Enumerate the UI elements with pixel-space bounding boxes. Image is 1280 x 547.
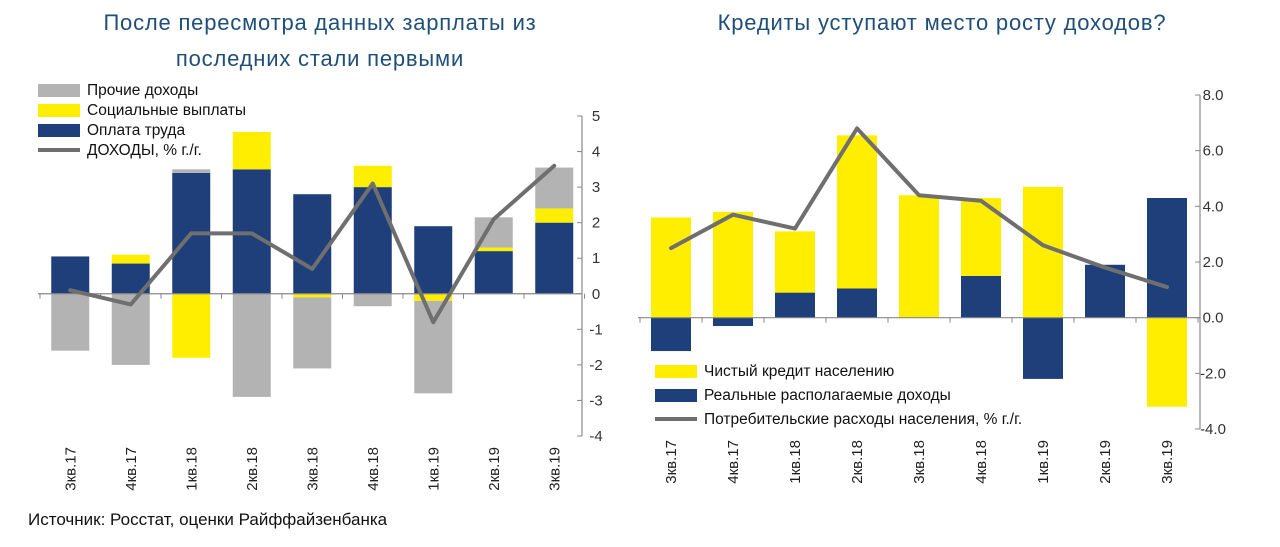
bar-segment: [1147, 317, 1187, 407]
bar-segment: [837, 288, 877, 318]
legend-swatch: [655, 365, 697, 378]
bar-segment: [414, 226, 453, 294]
bar-segment: [172, 293, 211, 358]
bar-segment: [1147, 197, 1187, 318]
bar-segment: [713, 317, 753, 327]
y-tick-label: 0.0: [1203, 310, 1224, 327]
bar-segment: [961, 275, 1001, 318]
line-series: [68, 163, 557, 325]
chart-title-line: последних стали первыми: [176, 46, 464, 71]
category-label: 1кв.19: [1035, 440, 1052, 484]
y-tick-label: -3: [589, 392, 602, 409]
bar-segment: [651, 317, 691, 352]
legend-label: Чистый кредит населению: [704, 363, 894, 380]
bar-segment: [837, 135, 877, 289]
y-tick-label: 0: [592, 286, 600, 303]
bar-segment: [775, 292, 815, 318]
bar-segment: [232, 293, 271, 397]
legend-swatch: [38, 124, 80, 137]
category-label: 3кв.17: [663, 440, 680, 484]
category-label: 1кв.18: [183, 447, 200, 491]
y-tick-label: -2.0: [1200, 365, 1226, 382]
category-label: 2кв.18: [849, 440, 866, 484]
category-label: 3кв.18: [911, 440, 928, 484]
bar-segment: [353, 293, 392, 307]
category-label: 3кв.19: [1159, 440, 1176, 484]
bar-segment: [535, 222, 574, 294]
bar-segment: [899, 195, 939, 318]
bar-segment: [474, 251, 513, 294]
legend-label: Реальные располагаемые доходы: [704, 387, 951, 404]
legend-label: Оплата труда: [87, 122, 185, 139]
bar-segment: [1023, 186, 1063, 318]
category-label: 2кв.19: [486, 447, 503, 491]
category-label: 3кв.18: [304, 447, 321, 491]
y-tick-label: -1: [589, 321, 602, 338]
legend-swatch: [38, 84, 80, 97]
category-label: 4кв.17: [725, 440, 742, 484]
source-note: Источник: Росстат, оценки Райффайзенбанк…: [28, 510, 388, 529]
y-tick-label: 4: [592, 144, 600, 161]
bar-segment: [414, 300, 453, 394]
y-tick-label: 8.0: [1203, 87, 1224, 104]
y-tick-label: 2.0: [1203, 254, 1224, 271]
y-tick-label: 3: [592, 179, 600, 196]
bar-segment: [353, 165, 392, 188]
chart-credits: Кредиты уступают место росту доходов? 8.0…: [638, 10, 1226, 484]
bar-segment: [111, 254, 150, 264]
bar-segment: [51, 293, 90, 351]
bar-segment: [535, 167, 574, 209]
bar-segment: [713, 211, 753, 318]
y-tick-label: -4: [589, 428, 602, 445]
y-tick-label: 5: [592, 108, 600, 125]
category-label: 3кв.17: [62, 447, 79, 491]
bar-segment: [1023, 317, 1063, 379]
chart-title-line: Кредиты уступают место росту доходов?: [718, 10, 1167, 35]
category-label: 4кв.17: [123, 447, 140, 491]
category-label: 2кв.19: [1097, 440, 1114, 484]
line-series: [669, 126, 1169, 290]
category-label: 2кв.18: [244, 447, 261, 491]
chart-wages: После пересмотра данных зарплаты из после…: [38, 10, 603, 491]
bar-segment: [232, 132, 271, 170]
chart-title-line: После пересмотра данных зарплаты из: [103, 10, 536, 35]
legend-label: Социальные выплаты: [87, 102, 246, 119]
y-tick-label: 1: [592, 250, 600, 267]
bar-segment: [293, 194, 332, 294]
y-tick-label: -2: [589, 357, 602, 374]
legend-label: Прочие доходы: [87, 82, 198, 99]
legend-swatch: [38, 104, 80, 117]
y-tick-label: 2: [592, 215, 600, 232]
y-tick-label: -4.0: [1200, 421, 1226, 438]
y-tick-label: 6.0: [1203, 143, 1224, 160]
bar-segment: [293, 297, 332, 369]
category-label: 4кв.18: [973, 440, 990, 484]
bar-segment: [172, 169, 211, 173]
legend-label: Потребительские расходы населения, % г./…: [704, 411, 1022, 428]
bar-segment: [414, 293, 453, 301]
category-label: 4кв.18: [365, 447, 382, 491]
bar-segment: [353, 187, 392, 294]
bar-segment: [474, 247, 513, 252]
bar-segment: [51, 256, 90, 294]
bar-segment: [775, 231, 815, 293]
legend-label: ДОХОДЫ, % г./г.: [87, 142, 202, 159]
y-tick-label: 4.0: [1203, 198, 1224, 215]
legend-swatch: [655, 389, 697, 402]
category-label: 1кв.19: [425, 447, 442, 491]
bar-segment: [535, 208, 574, 223]
category-label: 1кв.18: [787, 440, 804, 484]
bar-segment: [293, 293, 332, 298]
bar-segment: [651, 217, 691, 318]
category-label: 3кв.19: [546, 447, 563, 491]
